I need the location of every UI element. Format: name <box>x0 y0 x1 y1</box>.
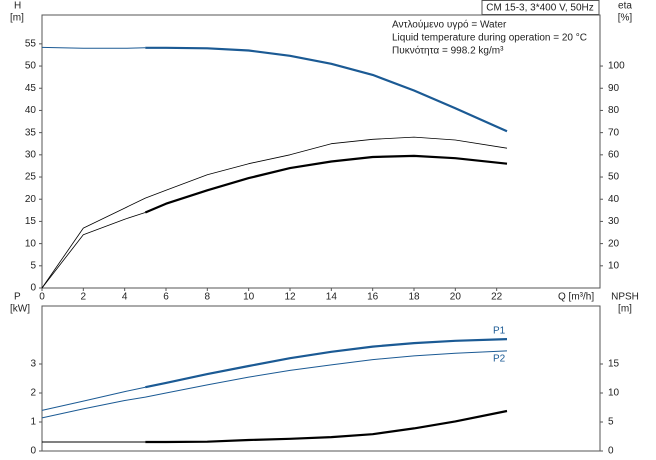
y2-tick-label: 10 <box>608 260 620 271</box>
y-tick-label: 0 <box>30 446 36 457</box>
curve <box>41 350 508 419</box>
x-tick-label: 18 <box>408 292 420 303</box>
curve <box>41 212 146 289</box>
y2-tick-label: 50 <box>608 172 620 183</box>
y-axis-label: H <box>14 1 21 12</box>
curve <box>145 409 508 444</box>
x-axis-label: Q [m³/h] <box>558 292 594 303</box>
curve <box>145 338 508 389</box>
y-tick-label: 20 <box>25 194 37 205</box>
annotation: Πυκνότητα = 998.2 kg/m³ <box>392 45 504 57</box>
y-tick-label: 50 <box>25 61 37 72</box>
y2-tick-label: 5 <box>608 417 614 428</box>
x-tick-label: 0 <box>39 292 45 303</box>
title-box <box>481 0 600 15</box>
y2-axis-label: NPSH <box>611 292 639 303</box>
chart-title: CM 15-3, 3*400 V, 50Hz <box>486 3 593 14</box>
y-tick-label: 35 <box>25 127 37 138</box>
y2-tick-label: 90 <box>608 83 620 94</box>
curve <box>41 46 146 49</box>
curve-label: P1 <box>493 326 506 337</box>
annotation: Liquid temperature during operation = 20… <box>392 33 587 44</box>
y-tick-label: 15 <box>25 216 37 227</box>
x-tick-label: 2 <box>81 292 87 303</box>
y-tick-label: 0 <box>30 283 36 294</box>
y2-axis-label: eta <box>618 1 632 12</box>
y-tick-label: 55 <box>25 38 37 49</box>
x-tick-label: 16 <box>367 292 379 303</box>
annotation: Αντλούμενο υγρό = Water <box>392 19 507 31</box>
y2-tick-label: 20 <box>608 238 620 249</box>
y-axis-label: [m] <box>10 13 24 24</box>
y2-tick-label: 70 <box>608 127 620 138</box>
y2-tick-label: 60 <box>608 149 620 160</box>
y2-axis-label: [%] <box>618 13 633 24</box>
y-tick-label: 2 <box>30 388 36 399</box>
y-tick-label: 45 <box>25 83 37 94</box>
y2-axis-label: [m] <box>618 304 632 315</box>
y2-tick-label: 10 <box>608 388 620 399</box>
x-tick-label: 12 <box>284 292 296 303</box>
plot-frame <box>41 14 601 289</box>
curve <box>41 386 146 411</box>
y2-tick-label: 30 <box>608 216 620 227</box>
x-tick-label: 8 <box>205 292 211 303</box>
y-tick-label: 40 <box>25 105 37 116</box>
x-tick-label: 22 <box>491 292 503 303</box>
y-tick-label: 25 <box>25 172 37 183</box>
y2-tick-label: 80 <box>608 105 620 116</box>
plot-frame <box>41 305 601 452</box>
x-tick-label: 10 <box>243 292 255 303</box>
y2-tick-label: 15 <box>608 359 620 370</box>
curve <box>41 136 508 289</box>
y2-tick-label: 40 <box>608 194 620 205</box>
y-tick-label: 3 <box>30 359 36 370</box>
curve <box>144 154 508 214</box>
y-tick-label: 30 <box>25 149 37 160</box>
y-tick-label: 1 <box>30 417 36 428</box>
y2-tick-label: 0 <box>608 446 614 457</box>
y-tick-label: 5 <box>30 260 36 271</box>
curve <box>145 46 508 133</box>
x-tick-label: 14 <box>326 292 338 303</box>
y2-tick-label: 100 <box>608 61 625 72</box>
y-axis-label: P <box>14 292 21 303</box>
x-tick-label: 20 <box>450 292 462 303</box>
x-tick-label: 6 <box>163 292 169 303</box>
y-tick-label: 10 <box>25 238 37 249</box>
x-tick-label: 4 <box>122 292 128 303</box>
y-axis-label: [kW] <box>10 304 30 315</box>
curve-label: P2 <box>493 354 506 365</box>
